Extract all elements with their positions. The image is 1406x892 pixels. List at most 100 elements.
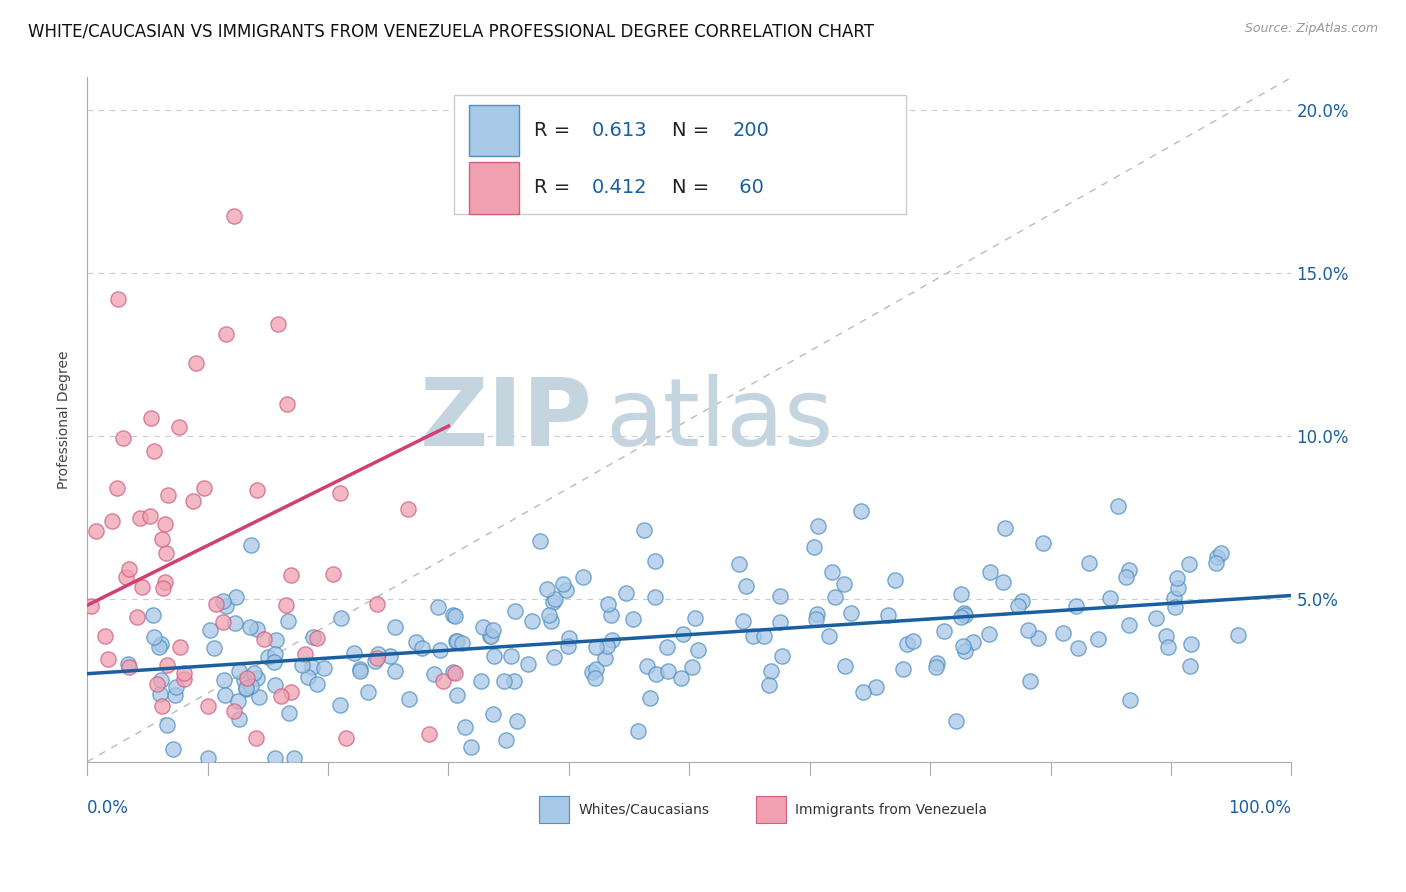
Point (163, 688, 186, 702)
Text: R =: R = (534, 178, 576, 197)
Point (1156, 629, 1178, 643)
Point (429, 643, 451, 657)
Point (149, 688, 172, 702)
Point (131, 581, 153, 595)
Point (215, 326, 238, 341)
Point (506, 714, 529, 728)
Point (993, 574, 1015, 589)
Text: ZIP: ZIP (420, 374, 593, 466)
Point (335, 731, 357, 745)
Text: Immigrants from Venezuela: Immigrants from Venezuela (796, 803, 987, 816)
Point (305, 676, 328, 690)
Point (536, 582, 558, 596)
Point (173, 672, 195, 686)
Point (148, 640, 170, 654)
Point (444, 633, 467, 648)
Point (129, 510, 152, 524)
Point (301, 660, 323, 674)
Point (953, 644, 976, 658)
Point (1011, 594, 1033, 608)
Point (270, 689, 292, 703)
Point (405, 635, 427, 649)
Point (1163, 591, 1185, 605)
Point (367, 647, 389, 661)
Text: N =: N = (672, 121, 710, 140)
Point (834, 658, 856, 673)
Point (1205, 550, 1227, 565)
Point (1077, 556, 1099, 570)
Point (614, 586, 637, 600)
Text: 200: 200 (733, 121, 769, 140)
Point (169, 640, 191, 655)
Point (818, 629, 841, 643)
Point (432, 673, 454, 688)
Point (1180, 658, 1202, 673)
Point (257, 650, 280, 665)
Point (235, 681, 257, 695)
Point (246, 483, 269, 497)
Point (1118, 618, 1140, 632)
Point (482, 624, 505, 638)
Point (741, 629, 763, 643)
Point (280, 568, 302, 582)
Point (349, 664, 371, 678)
Point (169, 419, 191, 434)
Point (240, 680, 263, 694)
Point (686, 643, 709, 657)
Point (197, 751, 219, 765)
Point (115, 569, 138, 583)
Point (752, 629, 775, 643)
Point (598, 598, 620, 612)
FancyBboxPatch shape (470, 104, 519, 156)
Point (602, 632, 624, 647)
Point (1067, 640, 1090, 655)
Point (138, 508, 160, 523)
Point (979, 566, 1001, 580)
Point (84, 524, 107, 538)
Point (1052, 626, 1074, 640)
Point (821, 565, 844, 579)
Point (1064, 599, 1087, 613)
Point (769, 615, 792, 629)
Point (80, 599, 103, 613)
Point (105, 481, 128, 495)
Point (727, 558, 749, 572)
Point (162, 742, 184, 756)
Point (278, 706, 301, 720)
Point (364, 654, 387, 668)
Point (945, 714, 967, 729)
Y-axis label: Professional Degree: Professional Degree (58, 351, 72, 489)
Point (1107, 499, 1129, 513)
Point (277, 614, 299, 628)
Point (143, 443, 166, 458)
Point (418, 727, 440, 741)
Point (181, 494, 204, 508)
Point (215, 599, 238, 613)
Point (1163, 599, 1185, 614)
Point (479, 629, 502, 643)
Point (884, 573, 907, 587)
Point (583, 671, 606, 685)
Point (149, 637, 172, 651)
Point (806, 612, 828, 626)
Point (640, 690, 662, 705)
Point (1178, 557, 1201, 571)
Point (239, 538, 262, 552)
Point (953, 606, 976, 620)
Point (198, 623, 221, 637)
Point (832, 576, 855, 591)
Point (329, 698, 352, 712)
Point (366, 597, 388, 611)
Point (627, 723, 650, 738)
Point (501, 648, 523, 663)
Text: atlas: atlas (605, 374, 834, 466)
Point (276, 599, 298, 613)
Point (636, 658, 658, 673)
Point (264, 632, 287, 647)
Point (1167, 581, 1189, 595)
Point (758, 678, 780, 692)
Point (228, 664, 250, 678)
Point (543, 649, 565, 664)
Point (444, 666, 467, 681)
Point (141, 411, 163, 425)
